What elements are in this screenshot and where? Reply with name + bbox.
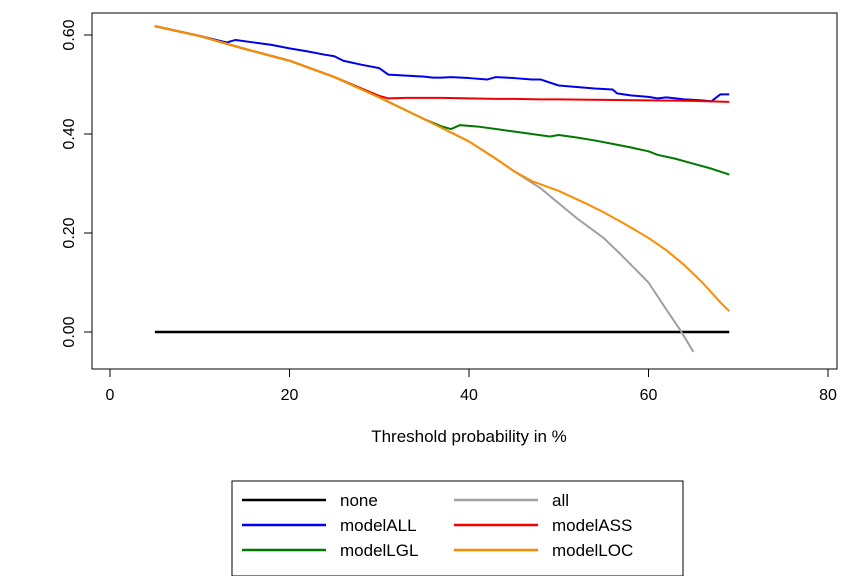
legend-label-none: none (340, 491, 378, 510)
series-line-all (154, 25, 695, 353)
x-tick-label: 40 (460, 387, 478, 404)
legend: none all modelALL modelASS modelLGL modelLOC (231, 480, 684, 576)
series-line-modelLOC (154, 25, 730, 312)
x-tick-label: 0 (106, 387, 115, 404)
x-axis: 0 20 40 60 80 Threshold probability in % (106, 368, 837, 446)
y-tick-label: 0.00 (61, 316, 78, 347)
x-tick-label: 20 (281, 387, 299, 404)
legend-label-modelLOC: modelLOC (552, 541, 633, 560)
y-axis: 0.00 0.20 0.40 0.60 (61, 19, 93, 348)
series-line-modelASS (154, 25, 730, 103)
legend-items: none all modelALL modelASS modelLGL modelLOC (242, 491, 633, 560)
legend-label-modelLGL: modelLGL (340, 541, 418, 560)
y-tick-label: 0.20 (61, 217, 78, 248)
legend-box (231, 480, 684, 576)
plot-area (91, 12, 838, 370)
x-tick-label: 60 (640, 387, 658, 404)
series-line-modelALL (154, 25, 730, 103)
plot-frame (91, 12, 838, 370)
x-axis-title: Threshold probability in % (371, 427, 567, 446)
legend-label-all: all (552, 491, 569, 510)
legend-label-modelASS: modelASS (552, 516, 632, 535)
x-ticks: 0 20 40 60 80 (106, 369, 837, 404)
y-ticks: 0.00 0.20 0.40 0.60 (61, 19, 92, 348)
y-tick-label: 0.60 (61, 19, 78, 50)
x-tick-label: 80 (819, 387, 837, 404)
legend-label-modelALL: modelALL (340, 516, 417, 535)
series-layer (154, 25, 730, 353)
y-tick-label: 0.40 (61, 118, 78, 149)
